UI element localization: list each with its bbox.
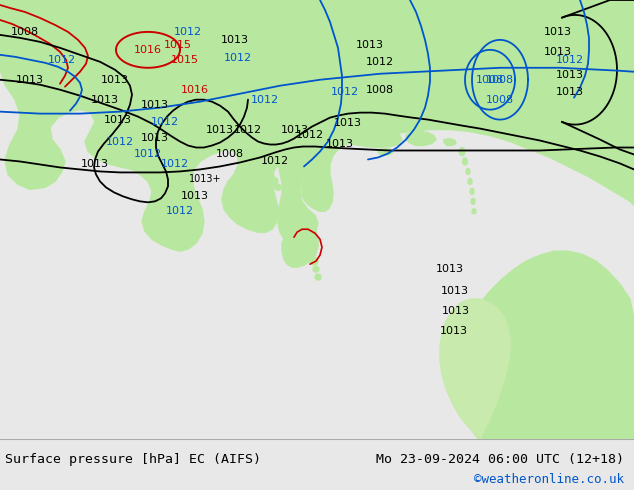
Polygon shape <box>472 209 476 214</box>
Text: 1013: 1013 <box>436 264 464 274</box>
Text: 1008: 1008 <box>11 27 39 37</box>
Text: 1013+: 1013+ <box>189 174 221 184</box>
Polygon shape <box>440 299 510 439</box>
Text: 1012: 1012 <box>366 57 394 67</box>
Text: 1013: 1013 <box>544 27 572 37</box>
Text: 1012: 1012 <box>331 87 359 97</box>
Text: 1013: 1013 <box>104 115 132 124</box>
Text: 1013: 1013 <box>544 47 572 57</box>
Text: 1013: 1013 <box>556 70 584 80</box>
Polygon shape <box>466 169 470 174</box>
Polygon shape <box>270 177 278 185</box>
Text: 1013: 1013 <box>334 118 362 127</box>
Polygon shape <box>305 240 315 250</box>
Text: 1012: 1012 <box>48 55 76 65</box>
Polygon shape <box>468 178 472 184</box>
Text: 1012: 1012 <box>166 206 194 216</box>
Polygon shape <box>278 146 318 243</box>
Text: 1012: 1012 <box>151 117 179 126</box>
Polygon shape <box>238 147 274 196</box>
Text: 1013: 1013 <box>81 159 109 170</box>
Text: 1012: 1012 <box>134 149 162 159</box>
Polygon shape <box>320 123 402 147</box>
Polygon shape <box>471 198 475 204</box>
Text: 1013: 1013 <box>141 99 169 110</box>
Text: 1013: 1013 <box>91 95 119 105</box>
Polygon shape <box>444 139 456 146</box>
Text: 1008: 1008 <box>216 149 244 159</box>
Text: 1013: 1013 <box>556 87 584 97</box>
Text: Mo 23-09-2024 06:00 UTC (12+18): Mo 23-09-2024 06:00 UTC (12+18) <box>377 453 624 466</box>
Text: 1013: 1013 <box>141 133 169 143</box>
Text: 1013: 1013 <box>441 286 469 296</box>
Text: ©weatheronline.co.uk: ©weatheronline.co.uk <box>474 473 624 486</box>
Text: 1013: 1013 <box>206 124 234 135</box>
Text: 1016: 1016 <box>134 45 162 55</box>
Polygon shape <box>0 0 634 251</box>
Text: 1012: 1012 <box>234 124 262 135</box>
Polygon shape <box>463 158 467 165</box>
Polygon shape <box>275 184 281 191</box>
Polygon shape <box>282 231 318 267</box>
Text: 1012: 1012 <box>556 55 584 65</box>
Text: 1012: 1012 <box>174 27 202 37</box>
Text: 1012: 1012 <box>261 156 289 167</box>
Polygon shape <box>378 148 393 155</box>
Text: 1008: 1008 <box>476 75 504 85</box>
Polygon shape <box>308 249 316 257</box>
Text: 1015: 1015 <box>164 40 192 50</box>
Polygon shape <box>459 147 465 155</box>
Text: 1015: 1015 <box>171 55 199 65</box>
Text: 1013: 1013 <box>440 326 468 336</box>
Text: 1012: 1012 <box>296 129 324 140</box>
Text: 1012: 1012 <box>251 95 279 105</box>
Text: 1012: 1012 <box>106 137 134 147</box>
Polygon shape <box>310 257 318 265</box>
Text: 1012: 1012 <box>161 159 189 170</box>
Text: 1016: 1016 <box>181 85 209 95</box>
Text: 1013: 1013 <box>442 306 470 316</box>
Text: Surface pressure [hPa] EC (AIFS): Surface pressure [hPa] EC (AIFS) <box>5 453 261 466</box>
Text: 1013: 1013 <box>281 124 309 135</box>
Polygon shape <box>470 188 474 195</box>
Text: 1013: 1013 <box>16 75 44 85</box>
Polygon shape <box>406 132 436 146</box>
Polygon shape <box>313 266 319 272</box>
Text: 1013: 1013 <box>326 139 354 148</box>
Text: 1013: 1013 <box>221 35 249 45</box>
Text: 1013: 1013 <box>181 192 209 201</box>
Text: 1013: 1013 <box>101 75 129 85</box>
Text: 1013: 1013 <box>356 40 384 50</box>
Text: 1008: 1008 <box>486 95 514 105</box>
Polygon shape <box>450 251 634 439</box>
Polygon shape <box>315 274 321 280</box>
Polygon shape <box>266 172 274 179</box>
Text: 1008: 1008 <box>486 75 514 85</box>
Text: 1008: 1008 <box>366 85 394 95</box>
Text: 1012: 1012 <box>224 53 252 63</box>
